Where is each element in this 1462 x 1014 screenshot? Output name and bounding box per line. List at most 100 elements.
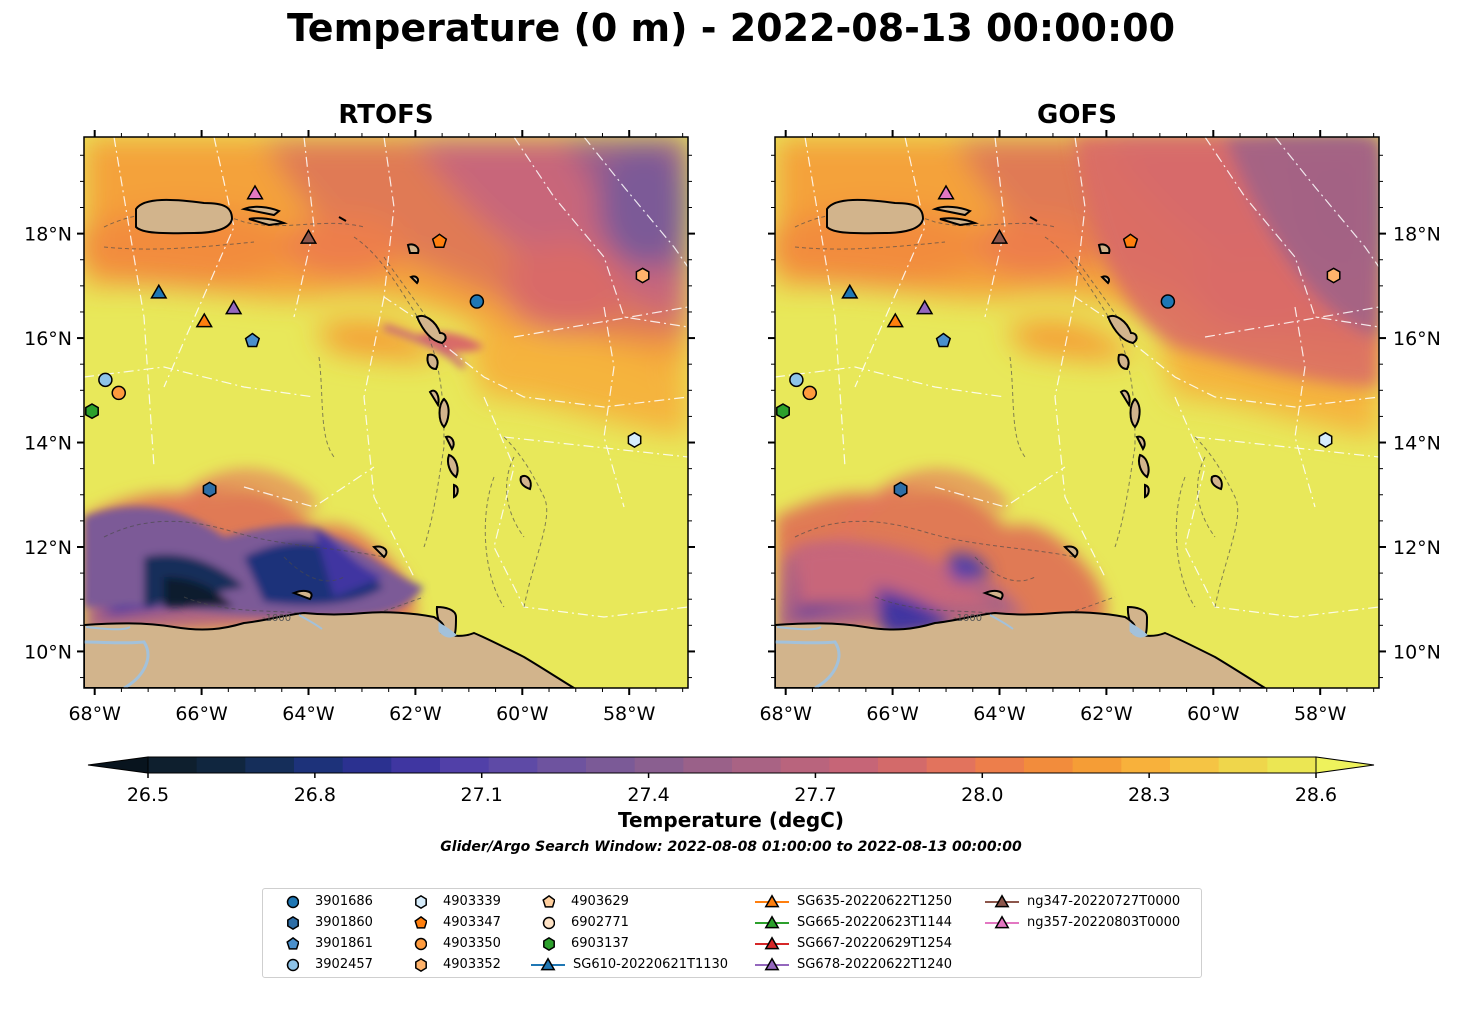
legend-marker [764, 894, 780, 908]
colorbar-segment [732, 757, 782, 773]
colorbar-segment [537, 757, 587, 773]
legend-swatch [286, 895, 299, 909]
colorbar-segment [586, 757, 636, 773]
colorbar-segment [196, 757, 246, 773]
figure-title: Temperature (0 m) - 2022-08-13 00:00:00 [286, 6, 1176, 50]
legend-label: 4903352 [443, 957, 501, 972]
legend-label: SG667-20220629T1254 [797, 936, 953, 951]
legend-marker [414, 915, 427, 929]
legend-swatch [543, 937, 555, 951]
marker-SG610-20220621T1130 [150, 283, 168, 299]
lat-tick-label: 12°N [1393, 537, 1441, 559]
legend-swatch [286, 936, 299, 950]
legend-label: 4903339 [443, 894, 501, 909]
lon-tick-label: 58°W [603, 703, 656, 725]
colorbar-segment [440, 757, 490, 773]
legend-label: SG635-20220622T1250 [797, 894, 953, 909]
legend-marker [415, 958, 427, 972]
lon-tick-label: 62°W [389, 703, 442, 725]
colorbar-tick-label: 27.7 [794, 784, 836, 806]
marker-ng357-20220803T0000 [246, 184, 264, 200]
colorbar-segment [1218, 757, 1268, 773]
legend-label: ng357-20220803T0000 [1027, 915, 1181, 930]
marker-SG635-20220622T1250 [886, 312, 904, 328]
marker-3902457 [98, 372, 113, 388]
lon-tick-label: 66°W [175, 703, 228, 725]
marker-4903339 [627, 431, 642, 448]
lon-tick-label: 62°W [1080, 703, 1133, 725]
legend-label: 3901860 [315, 915, 373, 930]
marker-SG678-20220622T1240 [915, 299, 934, 315]
colorbar-segment [878, 757, 928, 773]
marker-6903137 [85, 403, 99, 420]
lat-tick-label: 18°N [24, 224, 72, 246]
legend-swatch [531, 957, 565, 971]
colorbar-segment [683, 757, 733, 773]
colorbar-tick-label: 26.5 [127, 784, 169, 806]
colorbar-segment [829, 757, 879, 773]
colorbar-segment [148, 757, 198, 773]
legend-marker [994, 915, 1010, 929]
marker-3901686 [1160, 294, 1176, 309]
marker-3901861 [935, 332, 952, 348]
marker-ng357-20220803T0000 [937, 184, 955, 200]
legend-swatch [287, 916, 299, 930]
colorbar-extend-low [87, 756, 149, 774]
marker-3901860 [202, 481, 217, 498]
colorbar-tick-label: 28.3 [1128, 784, 1170, 806]
marker-3901860 [893, 481, 908, 498]
colorbar: 26.5 26.8 27.1 27.4 27.7 28.0 28.3 28.6 [87, 756, 1375, 806]
lon-tick-label: 60°W [1187, 703, 1240, 725]
marker-4903352 [635, 267, 650, 284]
legend-marker [764, 936, 780, 950]
colorbar-extend-high [1315, 756, 1375, 774]
panel-title-gofs: GOFS [1037, 100, 1117, 130]
lat-tick-label: 16°N [1393, 328, 1441, 350]
marker-4903347 [1122, 233, 1139, 248]
colorbar-segment [391, 757, 441, 773]
legend-marker [286, 936, 299, 950]
colorbar-tick-label: 27.1 [461, 784, 503, 806]
legend-swatch [414, 915, 427, 929]
colorbar-label: Temperature (degC) [618, 808, 844, 832]
legend-swatch [985, 894, 1019, 908]
marker-3902457 [789, 372, 804, 388]
legend-swatch [985, 915, 1019, 929]
colorbar-segment [488, 757, 538, 773]
legend-label: SG610-20220621T1130 [573, 957, 729, 972]
colorbar-tick-label: 28.6 [1295, 784, 1337, 806]
marker-ng347-20220727T0000 [299, 228, 318, 244]
legend-label: ng347-20220727T0000 [1027, 894, 1181, 909]
legend-label: 6902771 [571, 915, 629, 930]
marker-SG678-20220622T1240 [224, 299, 243, 315]
lat-tick-label: 12°N [24, 537, 72, 559]
observation-markers [85, 184, 1341, 498]
legend-marker [286, 895, 299, 909]
legend-marker [764, 915, 780, 929]
panel-title-rtofs: RTOFS [338, 100, 434, 130]
marker-4903350 [111, 385, 126, 401]
contour-label: -1000 [262, 613, 291, 624]
legend-marker [542, 916, 555, 930]
legend: 3901686 3901860 3901861 3902457 4903339 49033… [262, 888, 1202, 978]
legend-marker [994, 894, 1010, 908]
legend-marker [542, 894, 555, 908]
lon-tick-label: 68°W [759, 703, 812, 725]
colorbar-segment [1121, 757, 1171, 773]
colorbar-segment [1024, 757, 1074, 773]
colorbar-segment [780, 757, 830, 773]
lon-tick-label: 58°W [1294, 703, 1347, 725]
colorbar-tick-label: 26.8 [294, 784, 336, 806]
search-window-text: Glider/Argo Search Window: 2022-08-08 01… [440, 839, 1022, 855]
colorbar-tick-label: 28.0 [961, 784, 1003, 806]
lon-tick-label: 64°W [282, 703, 335, 725]
marker-3901861 [244, 332, 261, 348]
lat-tick-label: 18°N [1393, 224, 1441, 246]
legend-marker [543, 937, 555, 951]
legend-swatch [415, 895, 427, 909]
marker-ng347-20220727T0000 [990, 228, 1009, 244]
legend-swatch [755, 894, 789, 908]
panel-gofs-map [774, 136, 1380, 689]
legend-marker [764, 957, 780, 971]
